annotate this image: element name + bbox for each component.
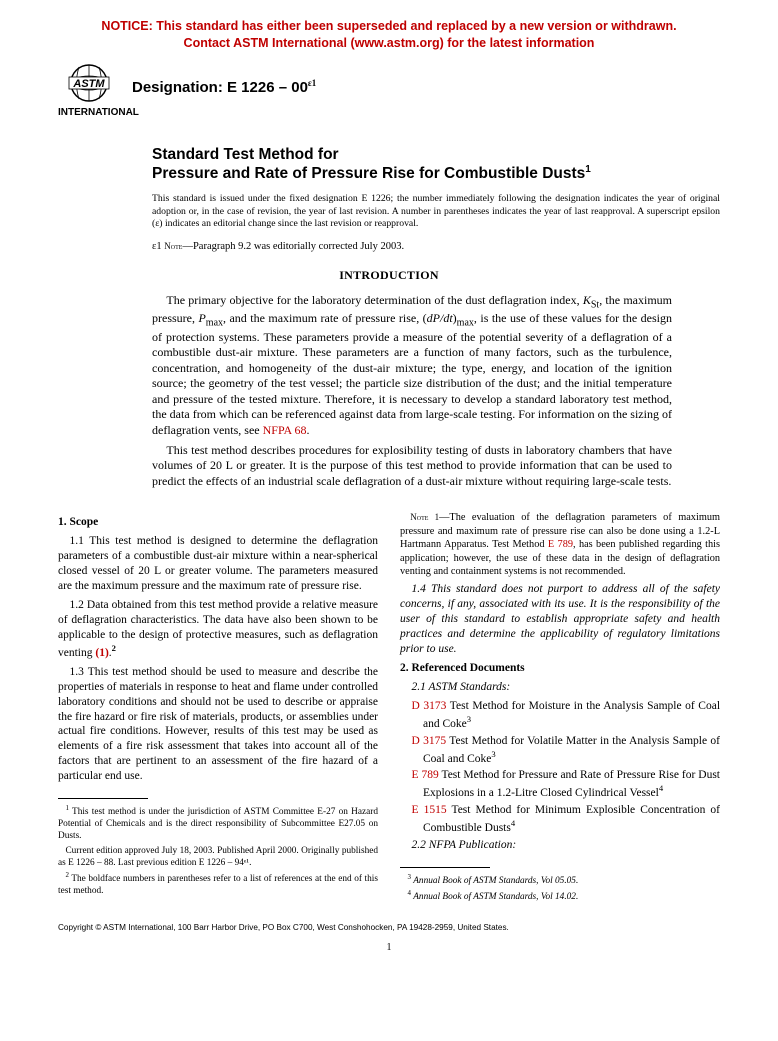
ref-1[interactable]: (1) — [95, 647, 108, 659]
refdocs-sub2: 2.2 NFPA Publication: — [400, 838, 720, 853]
designation-epsilon: ε1 — [308, 78, 316, 88]
intro-p1: The primary objective for the laboratory… — [152, 293, 672, 439]
fn3: 3 Annual Book of ASTM Standards, Vol 05.… — [400, 873, 720, 887]
page: NOTICE: This standard has either been su… — [0, 0, 778, 983]
col-right: Note 1—The evaluation of the deflagratio… — [400, 511, 720, 905]
fn2: 2 The boldface numbers in parentheses re… — [58, 871, 378, 897]
notice-line2: Contact ASTM International (www.astm.org… — [184, 36, 595, 50]
title-line1: Standard Test Method for — [152, 146, 720, 164]
astm-logo: ASTM INTERNATIONAL — [58, 64, 120, 118]
fn1b: Current edition approved July 18, 2003. … — [58, 845, 378, 869]
title-line2: Pressure and Rate of Pressure Rise for C… — [152, 164, 720, 183]
ref-d3175: D 3175 Test Method for Volatile Matter i… — [400, 734, 720, 767]
intro-p2: This test method describes procedures fo… — [152, 443, 672, 490]
svg-text:ASTM: ASTM — [72, 78, 105, 90]
nfpa-link[interactable]: NFPA 68 — [263, 423, 307, 437]
intro-heading: INTRODUCTION — [58, 268, 720, 283]
footnotes-right: 3 Annual Book of ASTM Standards, Vol 05.… — [400, 873, 720, 903]
issue-note: This standard is issued under the fixed … — [152, 193, 720, 231]
scope-1.3: 1.3 This test method should be used to m… — [58, 665, 378, 785]
scope-1.2: 1.2 Data obtained from this test method … — [58, 598, 378, 661]
title-sup: 1 — [585, 164, 591, 175]
title-line2-text: Pressure and Rate of Pressure Rise for C… — [152, 165, 585, 182]
note-1: Note 1—The evaluation of the deflagratio… — [400, 511, 720, 578]
title-block: Standard Test Method for Pressure and Ra… — [152, 146, 720, 183]
copyright-footer: Copyright © ASTM International, 100 Barr… — [58, 923, 720, 932]
intro-body: The primary objective for the laboratory… — [152, 293, 672, 490]
designation-label: Designation: E 1226 – 00 — [132, 79, 308, 96]
refdocs-heading: 2. Referenced Documents — [400, 661, 720, 676]
ref-d3173: D 3173 Test Method for Moisture in the A… — [400, 699, 720, 732]
fn4: 4 Annual Book of ASTM Standards, Vol 14.… — [400, 889, 720, 903]
footnote-rule-left — [58, 798, 148, 799]
col-left: 1. Scope 1.1 This test method is designe… — [58, 511, 378, 905]
footnotes-left: 1 This test method is under the jurisdic… — [58, 804, 378, 897]
astm-logo-icon: ASTM — [60, 64, 118, 106]
notice-line1: NOTICE: This standard has either been su… — [101, 19, 676, 33]
ref-e1515: E 1515 Test Method for Minimum Explosibl… — [400, 803, 720, 836]
eps-body: —Paragraph 9.2 was editorially corrected… — [182, 241, 404, 252]
safety-1.4: 1.4 This standard does not purport to ad… — [400, 582, 720, 657]
footnote-rule-right — [400, 867, 490, 868]
eps-prefix: ε1 — [152, 241, 164, 252]
epsilon-note: ε1 Note—Paragraph 9.2 was editorially co… — [152, 241, 720, 252]
ref-e789[interactable]: E 789 — [548, 539, 573, 550]
scope-heading: 1. Scope — [58, 515, 378, 530]
columns: 1. Scope 1.1 This test method is designe… — [58, 511, 720, 905]
designation: Designation: E 1226 – 00ε1 — [132, 64, 316, 96]
logo-label: INTERNATIONAL — [58, 107, 139, 118]
fn1: 1 This test method is under the jurisdic… — [58, 804, 378, 842]
header-row: ASTM INTERNATIONAL Designation: E 1226 –… — [58, 64, 720, 118]
notice-banner: NOTICE: This standard has either been su… — [58, 18, 720, 52]
page-number: 1 — [58, 942, 720, 953]
scope-1.1: 1.1 This test method is designed to dete… — [58, 534, 378, 594]
refdocs-sub1: 2.1 ASTM Standards: — [400, 680, 720, 695]
ref-e789-item: E 789 Test Method for Pressure and Rate … — [400, 768, 720, 801]
eps-note-label: Note — [164, 241, 182, 251]
